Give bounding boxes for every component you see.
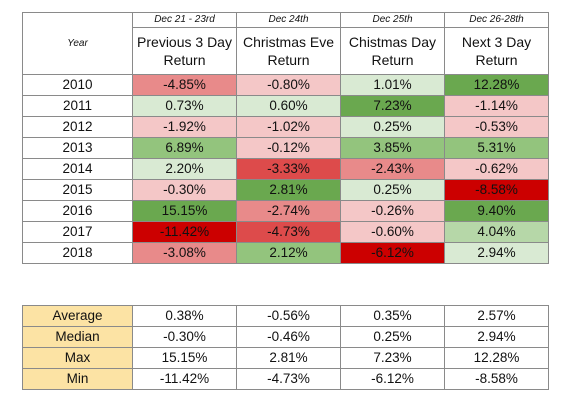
return-cell: -0.80% bbox=[236, 74, 341, 96]
return-cell: 0.60% bbox=[236, 95, 341, 117]
returns-table: Year Dec 21 - 23rd Dec 24th Dec 25th Dec… bbox=[22, 12, 549, 264]
table-row: 2013 6.89% -0.12% 3.85% 5.31% bbox=[22, 137, 549, 159]
table-row: 2017 -11.42% -4.73% -0.60% 4.04% bbox=[22, 221, 549, 243]
christmas-eve-return-header: Christmas Eve Return bbox=[236, 27, 341, 75]
return-cell: 0.25% bbox=[340, 179, 445, 201]
return-cell: 12.28% bbox=[444, 74, 549, 96]
table-row: 2018 -3.08% 2.12% -6.12% 2.94% bbox=[22, 242, 549, 264]
next-3-day-return-header: Next 3 Day Return bbox=[444, 27, 549, 75]
stat-value-cell: 2.57% bbox=[444, 305, 549, 327]
stat-value-cell: 15.15% bbox=[132, 347, 237, 369]
stat-value-cell: -0.46% bbox=[236, 326, 341, 348]
header-line: Return bbox=[163, 52, 206, 68]
previous-3-day-return-header: Previous 3 Day Return bbox=[132, 27, 237, 75]
return-cell: -1.92% bbox=[132, 116, 237, 138]
stat-value-cell: 0.25% bbox=[340, 326, 445, 348]
stat-value-cell: -0.56% bbox=[236, 305, 341, 327]
stat-value-cell: -4.73% bbox=[236, 368, 341, 390]
return-cell: -11.42% bbox=[132, 221, 237, 243]
stat-value-cell: -0.30% bbox=[132, 326, 237, 348]
stat-value-cell: 7.23% bbox=[340, 347, 445, 369]
table-row: Average 0.38% -0.56% 0.35% 2.57% bbox=[22, 305, 549, 327]
return-cell: -0.30% bbox=[132, 179, 237, 201]
return-cell: -2.43% bbox=[340, 158, 445, 180]
year-cell: 2015 bbox=[22, 179, 133, 201]
return-cell: 0.25% bbox=[340, 116, 445, 138]
return-cell: 2.81% bbox=[236, 179, 341, 201]
stat-label-cell: Min bbox=[22, 368, 133, 390]
year-cell: 2011 bbox=[22, 95, 133, 117]
return-cell: 2.12% bbox=[236, 242, 341, 264]
stat-value-cell: 2.94% bbox=[444, 326, 549, 348]
header-line: Christmas Eve bbox=[242, 34, 335, 50]
table-row: 2014 2.20% -3.33% -2.43% -0.62% bbox=[22, 158, 549, 180]
table-row: Median -0.30% -0.46% 0.25% 2.94% bbox=[22, 326, 549, 348]
year-cell: 2016 bbox=[22, 200, 133, 222]
return-cell: 3.85% bbox=[340, 137, 445, 159]
date-range-row: Year Dec 21 - 23rd Dec 24th Dec 25th Dec… bbox=[22, 12, 549, 75]
return-cell: 7.23% bbox=[340, 95, 445, 117]
header-line: Return bbox=[267, 52, 310, 68]
stat-value-cell: -11.42% bbox=[132, 368, 237, 390]
table-row: 2016 15.15% -2.74% -0.26% 9.40% bbox=[22, 200, 549, 222]
year-cell: 2010 bbox=[22, 74, 133, 96]
header-line: Chistmas Day bbox=[348, 34, 437, 50]
return-cell: 4.04% bbox=[444, 221, 549, 243]
date-range-header: Dec 24th bbox=[236, 12, 341, 28]
year-header: Year bbox=[22, 12, 133, 75]
return-cell: 6.89% bbox=[132, 137, 237, 159]
table-row: 2010 -4.85% -0.80% 1.01% 12.28% bbox=[22, 74, 549, 96]
return-cell: -0.12% bbox=[236, 137, 341, 159]
return-cell: 5.31% bbox=[444, 137, 549, 159]
year-cell: 2014 bbox=[22, 158, 133, 180]
return-cell: -6.12% bbox=[340, 242, 445, 264]
year-cell: 2012 bbox=[22, 116, 133, 138]
date-range-header: Dec 26-28th bbox=[444, 12, 549, 28]
return-cell: 2.94% bbox=[444, 242, 549, 264]
return-cell: -0.53% bbox=[444, 116, 549, 138]
return-cell: -4.85% bbox=[132, 74, 237, 96]
return-cell: -2.74% bbox=[236, 200, 341, 222]
return-cell: -3.33% bbox=[236, 158, 341, 180]
return-cell: -3.08% bbox=[132, 242, 237, 264]
return-cell: -0.60% bbox=[340, 221, 445, 243]
table-row: 2012 -1.92% -1.02% 0.25% -0.53% bbox=[22, 116, 549, 138]
stat-value-cell: 0.38% bbox=[132, 305, 237, 327]
table-row: Max 15.15% 2.81% 7.23% 12.28% bbox=[22, 347, 549, 369]
stat-value-cell: 2.81% bbox=[236, 347, 341, 369]
year-cell: 2018 bbox=[22, 242, 133, 264]
return-cell: -4.73% bbox=[236, 221, 341, 243]
stat-value-cell: 12.28% bbox=[444, 347, 549, 369]
stat-label-cell: Max bbox=[22, 347, 133, 369]
table-row: 2011 0.73% 0.60% 7.23% -1.14% bbox=[22, 95, 549, 117]
return-cell: 1.01% bbox=[340, 74, 445, 96]
stat-label-cell: Average bbox=[22, 305, 133, 327]
return-cell: -0.26% bbox=[340, 200, 445, 222]
header-line: Return bbox=[475, 52, 518, 68]
table-row: Min -11.42% -4.73% -6.12% -8.58% bbox=[22, 368, 549, 390]
table-row: 2015 -0.30% 2.81% 0.25% -8.58% bbox=[22, 179, 549, 201]
date-range-header: Dec 21 - 23rd bbox=[132, 12, 237, 28]
header-line: Return bbox=[371, 52, 414, 68]
header-line: Previous 3 Day bbox=[137, 34, 232, 50]
summary-stats-table: Average 0.38% -0.56% 0.35% 2.57% Median -0.30%… bbox=[22, 305, 549, 390]
return-cell: -1.02% bbox=[236, 116, 341, 138]
year-cell: 2017 bbox=[22, 221, 133, 243]
stat-label-cell: Median bbox=[22, 326, 133, 348]
column-header-row: Previous 3 Day Return Christmas Eve Return… bbox=[23, 27, 549, 75]
return-cell: 15.15% bbox=[132, 200, 237, 222]
return-cell: 0.73% bbox=[132, 95, 237, 117]
christmas-day-return-header: Chistmas Day Return bbox=[340, 27, 445, 75]
return-cell: 9.40% bbox=[444, 200, 549, 222]
return-cell: -0.62% bbox=[444, 158, 549, 180]
date-range-header: Dec 25th bbox=[340, 12, 445, 28]
header-line: Next 3 Day bbox=[461, 34, 532, 50]
stat-value-cell: -8.58% bbox=[444, 368, 549, 390]
return-cell: -1.14% bbox=[444, 95, 549, 117]
return-cell: -8.58% bbox=[444, 179, 549, 201]
return-cell: 2.20% bbox=[132, 158, 237, 180]
year-cell: 2013 bbox=[22, 137, 133, 159]
stat-value-cell: -6.12% bbox=[340, 368, 445, 390]
stat-value-cell: 0.35% bbox=[340, 305, 445, 327]
